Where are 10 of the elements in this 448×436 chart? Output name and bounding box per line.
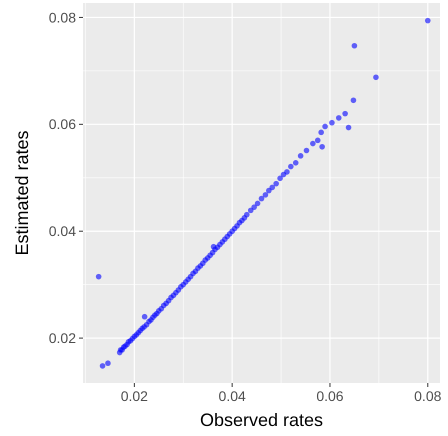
x-tick-label: 0.04	[218, 388, 246, 404]
y-axis-title: Estimated rates	[12, 130, 32, 256]
x-axis-title: Observed rates	[200, 410, 324, 430]
y-tick-label: 0.08	[48, 9, 76, 26]
x-tick-label: 0.08	[414, 388, 442, 404]
y-tick-label: 0.06	[48, 116, 76, 132]
y-tick-label: 0.04	[48, 223, 76, 240]
x-tick-label: 0.06	[316, 388, 344, 404]
y-tick-label: 0.02	[48, 330, 76, 346]
x-tick-label: 0.02	[120, 388, 148, 404]
